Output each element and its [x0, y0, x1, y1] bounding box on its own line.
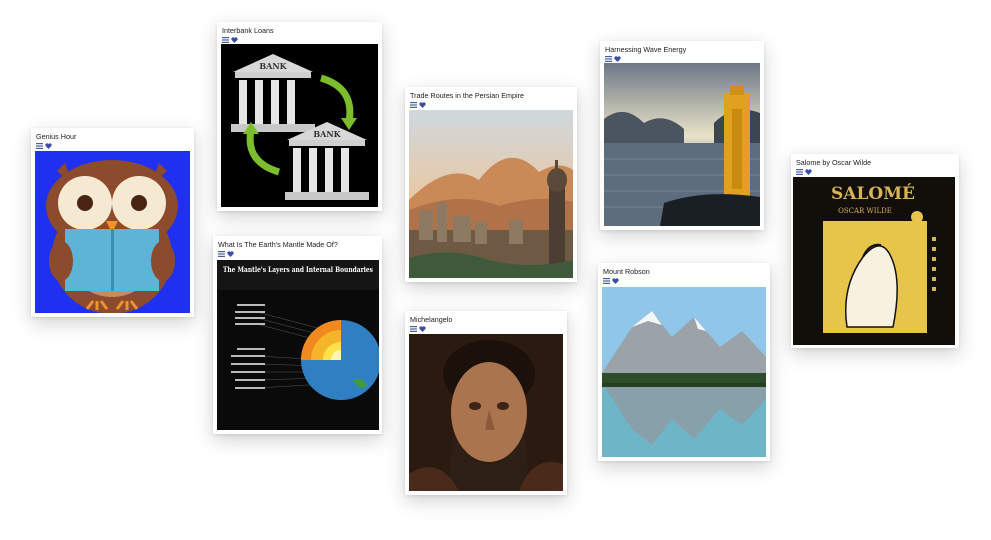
card-title[interactable]: Salome by Oscar Wilde: [796, 158, 872, 167]
mantle-diagram-image[interactable]: The Mantle's Layers and Internal Boundar…: [217, 260, 379, 430]
list-icon[interactable]: [410, 325, 417, 332]
salome-book-cover-image[interactable]: SALOMÉ OSCAR WILDE: [793, 177, 955, 345]
list-icon[interactable]: [796, 168, 803, 175]
heart-icon[interactable]: [419, 325, 426, 332]
owl-reading-image[interactable]: [35, 151, 190, 313]
card-title[interactable]: Trade Routes in the Persian Empire: [410, 91, 524, 100]
heart-icon[interactable]: [614, 55, 621, 62]
book-cover-title: SALOMÉ: [831, 183, 915, 204]
card-wave-energy[interactable]: Harnessing Wave Energy: [600, 41, 764, 230]
card-title[interactable]: Genius Hour: [36, 132, 77, 141]
list-icon[interactable]: [605, 55, 612, 62]
mantle-heading: The Mantle's Layers and Internal Boundar…: [223, 265, 373, 274]
list-icon[interactable]: [410, 101, 417, 108]
heart-icon[interactable]: [419, 101, 426, 108]
list-icon[interactable]: [218, 250, 225, 257]
bank-label-bottom: BANK: [313, 129, 341, 139]
heart-icon[interactable]: [45, 142, 52, 149]
heart-icon[interactable]: [231, 36, 238, 43]
bank-label-top: BANK: [259, 61, 287, 71]
michelangelo-portrait-image[interactable]: [409, 334, 563, 491]
list-icon[interactable]: [603, 277, 610, 284]
card-salome[interactable]: Salome by Oscar Wilde SALOMÉ OSCAR WILDE: [791, 154, 959, 348]
card-title[interactable]: Harnessing Wave Energy: [605, 45, 687, 54]
card-title[interactable]: Mount Robson: [603, 267, 650, 276]
heart-icon[interactable]: [805, 168, 812, 175]
card-persian-trade-routes[interactable]: Trade Routes in the Persian Empire: [405, 87, 577, 282]
card-title[interactable]: Michelangelo: [410, 315, 453, 324]
card-michelangelo[interactable]: Michelangelo: [405, 311, 567, 495]
card-earths-mantle[interactable]: What Is The Earth's Mantle Made Of? The …: [213, 236, 382, 434]
card-mount-robson[interactable]: Mount Robson: [598, 263, 770, 461]
mount-robson-image[interactable]: [602, 287, 766, 457]
heart-icon[interactable]: [227, 250, 234, 257]
card-interbank-loans[interactable]: Interbank Loans BANK BANK: [217, 22, 382, 211]
persian-city-image[interactable]: [409, 110, 573, 278]
card-genius-hour[interactable]: Genius Hour: [31, 128, 194, 317]
wave-energy-buoy-image[interactable]: [604, 63, 760, 226]
card-title[interactable]: What Is The Earth's Mantle Made Of?: [218, 240, 338, 249]
card-title[interactable]: Interbank Loans: [222, 26, 274, 35]
book-cover-author: OSCAR WILDE: [838, 207, 892, 215]
list-icon[interactable]: [36, 142, 43, 149]
banks-image[interactable]: BANK BANK: [221, 44, 378, 207]
heart-icon[interactable]: [612, 277, 619, 284]
list-icon[interactable]: [222, 36, 229, 43]
